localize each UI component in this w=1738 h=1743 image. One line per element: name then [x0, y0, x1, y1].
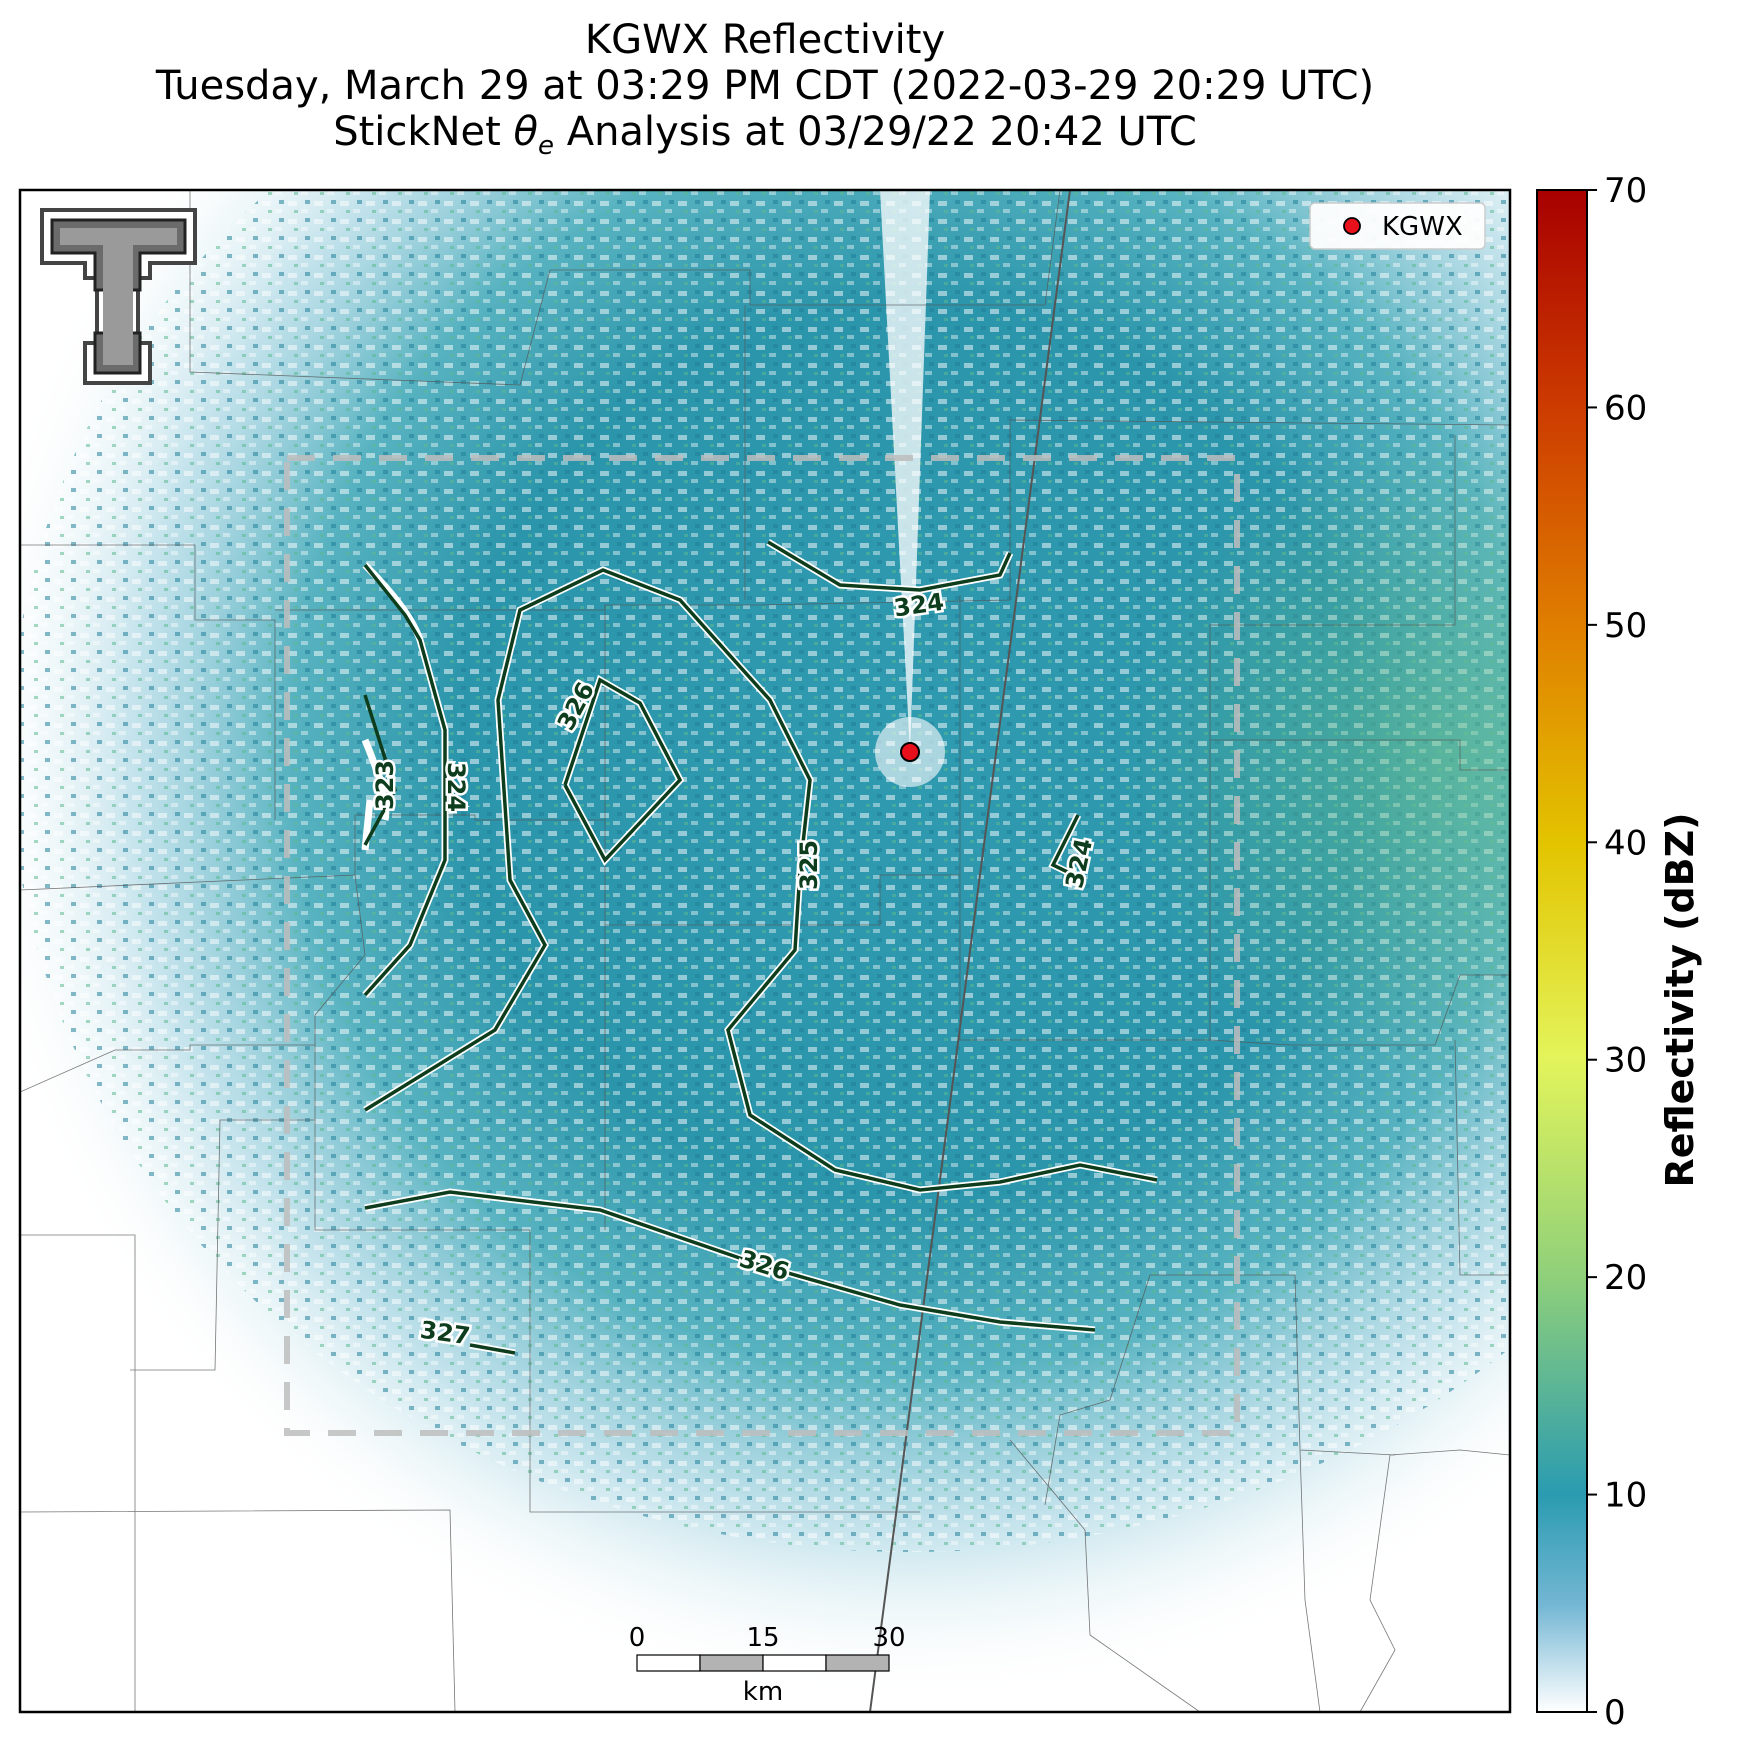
colorbar-tick-label: 70 — [1604, 171, 1647, 211]
chart-subtitle-analysis: StickNet θe Analysis at 03/29/22 20:42 U… — [333, 109, 1197, 161]
contour-label: 323 — [371, 760, 399, 810]
chart-subtitle-time: Tuesday, March 29 at 03:29 PM CDT (2022-… — [155, 63, 1375, 109]
colorbar — [1536, 189, 1588, 1713]
colorbar-tick-label: 30 — [1604, 1041, 1647, 1081]
scale-tick: 0 — [629, 1623, 646, 1653]
texas-tech-logo — [40, 208, 197, 385]
colorbar-title: Reflectivity (dBZ) — [1658, 812, 1702, 1188]
county-boundaries — [20, 190, 1510, 1712]
map-legend: KGWX — [1309, 202, 1486, 250]
colorbar-tick-label: 60 — [1604, 388, 1647, 428]
colorbar-tick-label: 40 — [1604, 823, 1647, 863]
contour-label: 324 — [442, 762, 470, 812]
radar-site-marker — [900, 742, 920, 762]
colorbar-tick-label: 0 — [1604, 1693, 1626, 1733]
contour-label: 325 — [795, 840, 823, 890]
scale-bar: 0 15 30 km — [629, 1623, 906, 1707]
scale-unit: km — [743, 1677, 783, 1707]
chart-title: KGWX Reflectivity — [584, 17, 946, 63]
colorbar-tick-label: 10 — [1604, 1476, 1647, 1516]
colorbar-tick-label: 50 — [1604, 606, 1647, 646]
legend-label: KGWX — [1382, 212, 1463, 242]
analysis-domain-box — [284, 455, 1240, 1436]
colorbar-ticks: 0 10 20 30 40 50 60 70 — [1587, 171, 1647, 1733]
state-boundary — [869, 190, 1071, 1712]
theta-e-contours — [361, 538, 1158, 1357]
colorbar-tick-label: 20 — [1604, 1258, 1647, 1298]
scale-tick: 30 — [872, 1623, 905, 1653]
scale-tick: 15 — [746, 1623, 779, 1653]
